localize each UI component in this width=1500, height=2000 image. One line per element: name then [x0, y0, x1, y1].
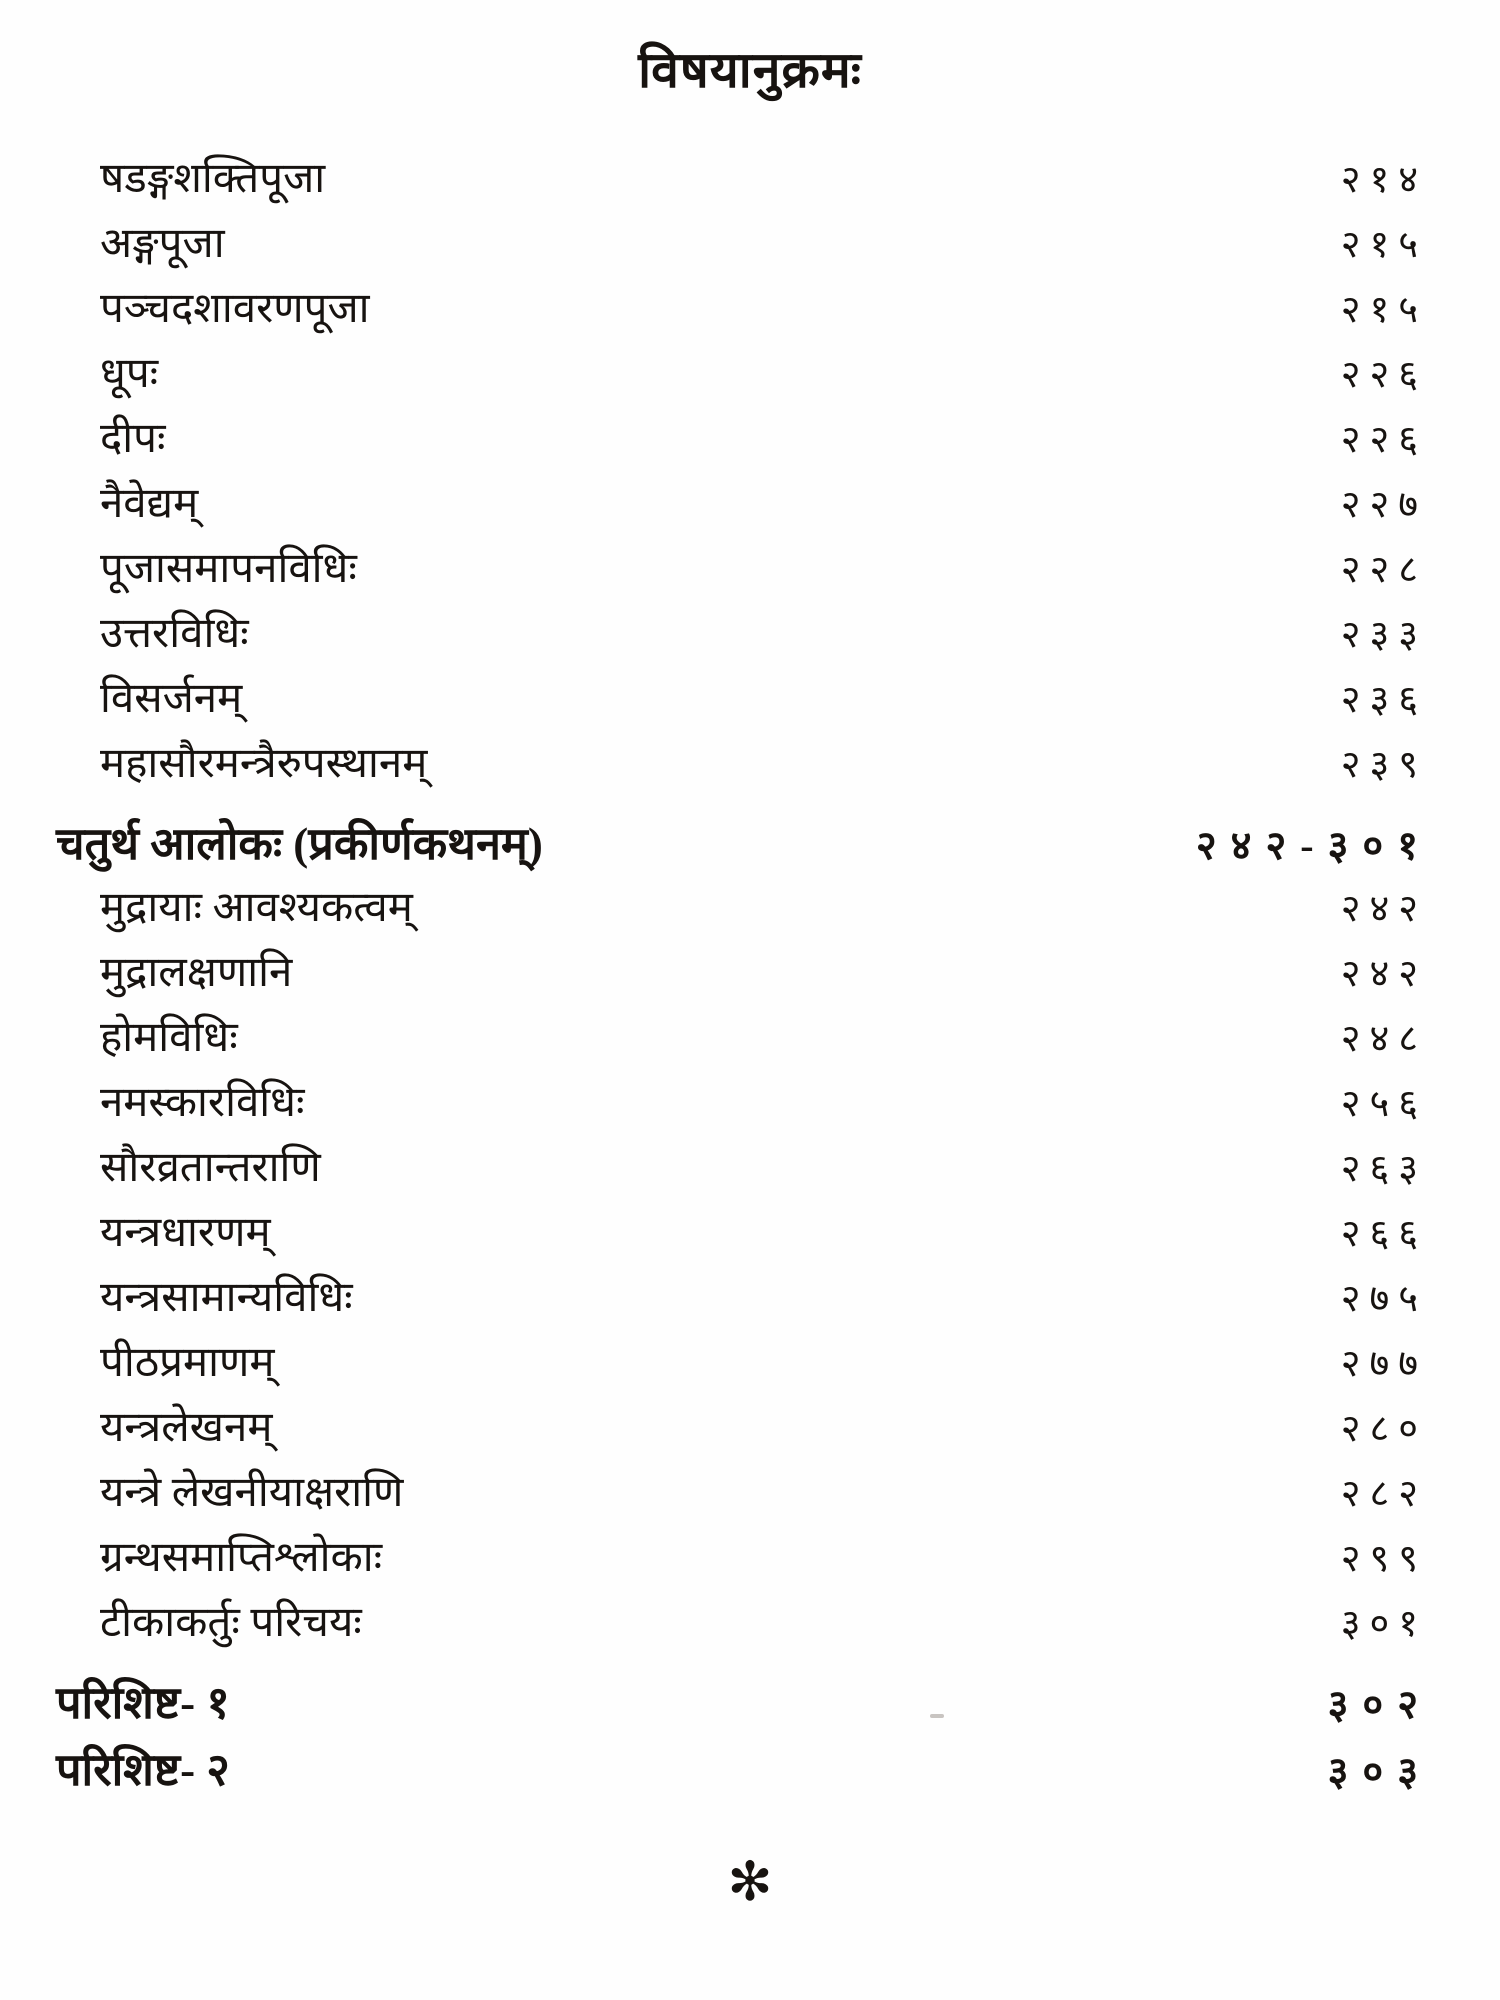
toc-entry-label: अङ्गपूजा — [100, 221, 225, 267]
toc-row: ग्रन्थसमाप्तिश्लोकाः २९९ — [0, 1527, 1500, 1592]
toc-row: होमविधिः २४८ — [0, 1007, 1500, 1072]
toc-entry-label: यन्त्रे लेखनीयाक्षराणि — [100, 1470, 404, 1516]
toc-page-number: २४२-३०१ — [1195, 823, 1432, 868]
toc-row: अङ्गपूजा २१५ — [0, 213, 1500, 278]
toc-row: यन्त्रलेखनम् २८० — [0, 1397, 1500, 1462]
toc-page-number: २९९ — [1340, 1538, 1427, 1580]
toc-page-number: २१५ — [1340, 224, 1427, 266]
toc-row: परिशिष्ट- १ ३०२ — [0, 1671, 1500, 1736]
toc-page-number: २२६ — [1340, 419, 1427, 461]
toc-entry-label: परिशिष्ट- १ — [56, 1678, 230, 1728]
toc-page-number: २३३ — [1340, 614, 1427, 656]
toc-page-number: २४२ — [1340, 888, 1427, 930]
toc-entry-label: परिशिष्ट- २ — [56, 1745, 230, 1795]
toc-row: नैवेद्यम् २२७ — [0, 473, 1500, 538]
toc-page-number: २४२ — [1340, 953, 1427, 995]
toc-row: पञ्चदशावरणपूजा २१५ — [0, 278, 1500, 343]
page-title: विषयानुक्रमः — [638, 42, 862, 98]
toc-page-number: ३०१ — [1340, 1603, 1427, 1645]
toc-row: विसर्जनम् २३६ — [0, 668, 1500, 733]
toc-row: सौरव्रतान्तराणि २६३ — [0, 1137, 1500, 1202]
toc-page-number: २३६ — [1340, 679, 1427, 721]
toc-entry-label: नैवेद्यम् — [100, 481, 199, 527]
toc-page-number: ३०३ — [1327, 1749, 1432, 1794]
toc-page-number: २३९ — [1340, 744, 1427, 786]
toc-row: उत्तरविधिः २३३ — [0, 603, 1500, 668]
toc-entry-label: सौरव्रतान्तराणि — [100, 1145, 321, 1191]
toc-page-number: २१५ — [1340, 289, 1427, 331]
toc-row: चतुर्थ आलोकः (प्रकीर्णकथनम्) २४२-३०१ — [0, 812, 1500, 877]
toc-entry-label: मुद्रालक्षणानि — [100, 950, 293, 996]
toc-page-number: २१४ — [1340, 159, 1427, 201]
toc-entry-label: पीठप्रमाणम् — [100, 1340, 275, 1386]
toc-row: नमस्कारविधिः २५६ — [0, 1072, 1500, 1137]
toc-entry-label: विसर्जनम् — [100, 676, 243, 722]
toc-entry-label: उत्तरविधिः — [100, 611, 249, 657]
toc-page-number: २८२ — [1340, 1473, 1427, 1515]
toc-row: पूजासमापनविधिः २२८ — [0, 538, 1500, 603]
toc-entry-label: ग्रन्थसमाप्तिश्लोकाः — [100, 1535, 383, 1581]
toc-page-number: २५६ — [1340, 1083, 1427, 1125]
toc-entry-label: टीकाकर्तुः परिचयः — [100, 1600, 362, 1646]
toc-page-number: ३०२ — [1327, 1682, 1432, 1727]
toc-entry-label: षडङ्गशक्तिपूजा — [100, 156, 326, 202]
toc-row: टीकाकर्तुः परिचयः ३०१ — [0, 1592, 1500, 1657]
toc-page-number: २२६ — [1340, 354, 1427, 396]
toc-entry-label: धूपः — [100, 351, 159, 397]
toc-entry-label: होमविधिः — [100, 1015, 238, 1061]
toc-row: महासौरमन्त्रैरुपस्थानम् २३९ — [0, 733, 1500, 798]
toc-entry-label: पञ्चदशावरणपूजा — [100, 286, 370, 332]
toc-row: पीठप्रमाणम् २७७ — [0, 1332, 1500, 1397]
toc-page-number: २६६ — [1340, 1213, 1427, 1255]
toc-page-number: २८० — [1340, 1408, 1427, 1450]
toc-page-number: २७७ — [1340, 1343, 1427, 1385]
toc-row: यन्त्रे लेखनीयाक्षराणि २८२ — [0, 1462, 1500, 1527]
toc-page-number: २७५ — [1340, 1278, 1427, 1320]
toc-row: यन्त्रसामान्यविधिः २७५ — [0, 1267, 1500, 1332]
toc-entry-label: मुद्रायाः आवश्यकत्वम् — [100, 885, 413, 931]
toc-row: मुद्रालक्षणानि २४२ — [0, 942, 1500, 1007]
toc-entry-label: यन्त्रलेखनम् — [100, 1405, 273, 1451]
toc-entry-label: महासौरमन्त्रैरुपस्थानम् — [100, 741, 428, 787]
toc-entry-label: नमस्कारविधिः — [100, 1080, 305, 1126]
toc-row: मुद्रायाः आवश्यकत्वम् २४२ — [0, 877, 1500, 942]
toc-row: दीपः २२६ — [0, 408, 1500, 473]
toc-entry-label: यन्त्रसामान्यविधिः — [100, 1275, 353, 1321]
toc-page-number: २२८ — [1340, 549, 1427, 591]
toc-entry-label: चतुर्थ आलोकः (प्रकीर्णकथनम्) — [56, 819, 543, 869]
toc-list: षडङ्गशक्तिपूजा २१४ अङ्गपूजा २१५ पञ्चदशाव… — [0, 148, 1500, 1803]
toc-entry-label: यन्त्रधारणम् — [100, 1210, 271, 1256]
toc-row: धूपः २२६ — [0, 343, 1500, 408]
toc-page-number: २४८ — [1340, 1018, 1427, 1060]
toc-page-number: २६३ — [1340, 1148, 1427, 1190]
toc-row: यन्त्रधारणम् २६६ — [0, 1202, 1500, 1267]
print-artifact — [930, 1714, 944, 1718]
toc-entry-label: दीपः — [100, 416, 166, 462]
toc-entry-label: पूजासमापनविधिः — [100, 546, 357, 592]
toc-row: परिशिष्ट- २ ३०३ — [0, 1738, 1500, 1803]
toc-row: षडङ्गशक्तिपूजा २१४ — [0, 148, 1500, 213]
chapter-end-asterisk-icon: ✻ — [727, 1852, 773, 1912]
toc-page-number: २२७ — [1340, 484, 1427, 526]
